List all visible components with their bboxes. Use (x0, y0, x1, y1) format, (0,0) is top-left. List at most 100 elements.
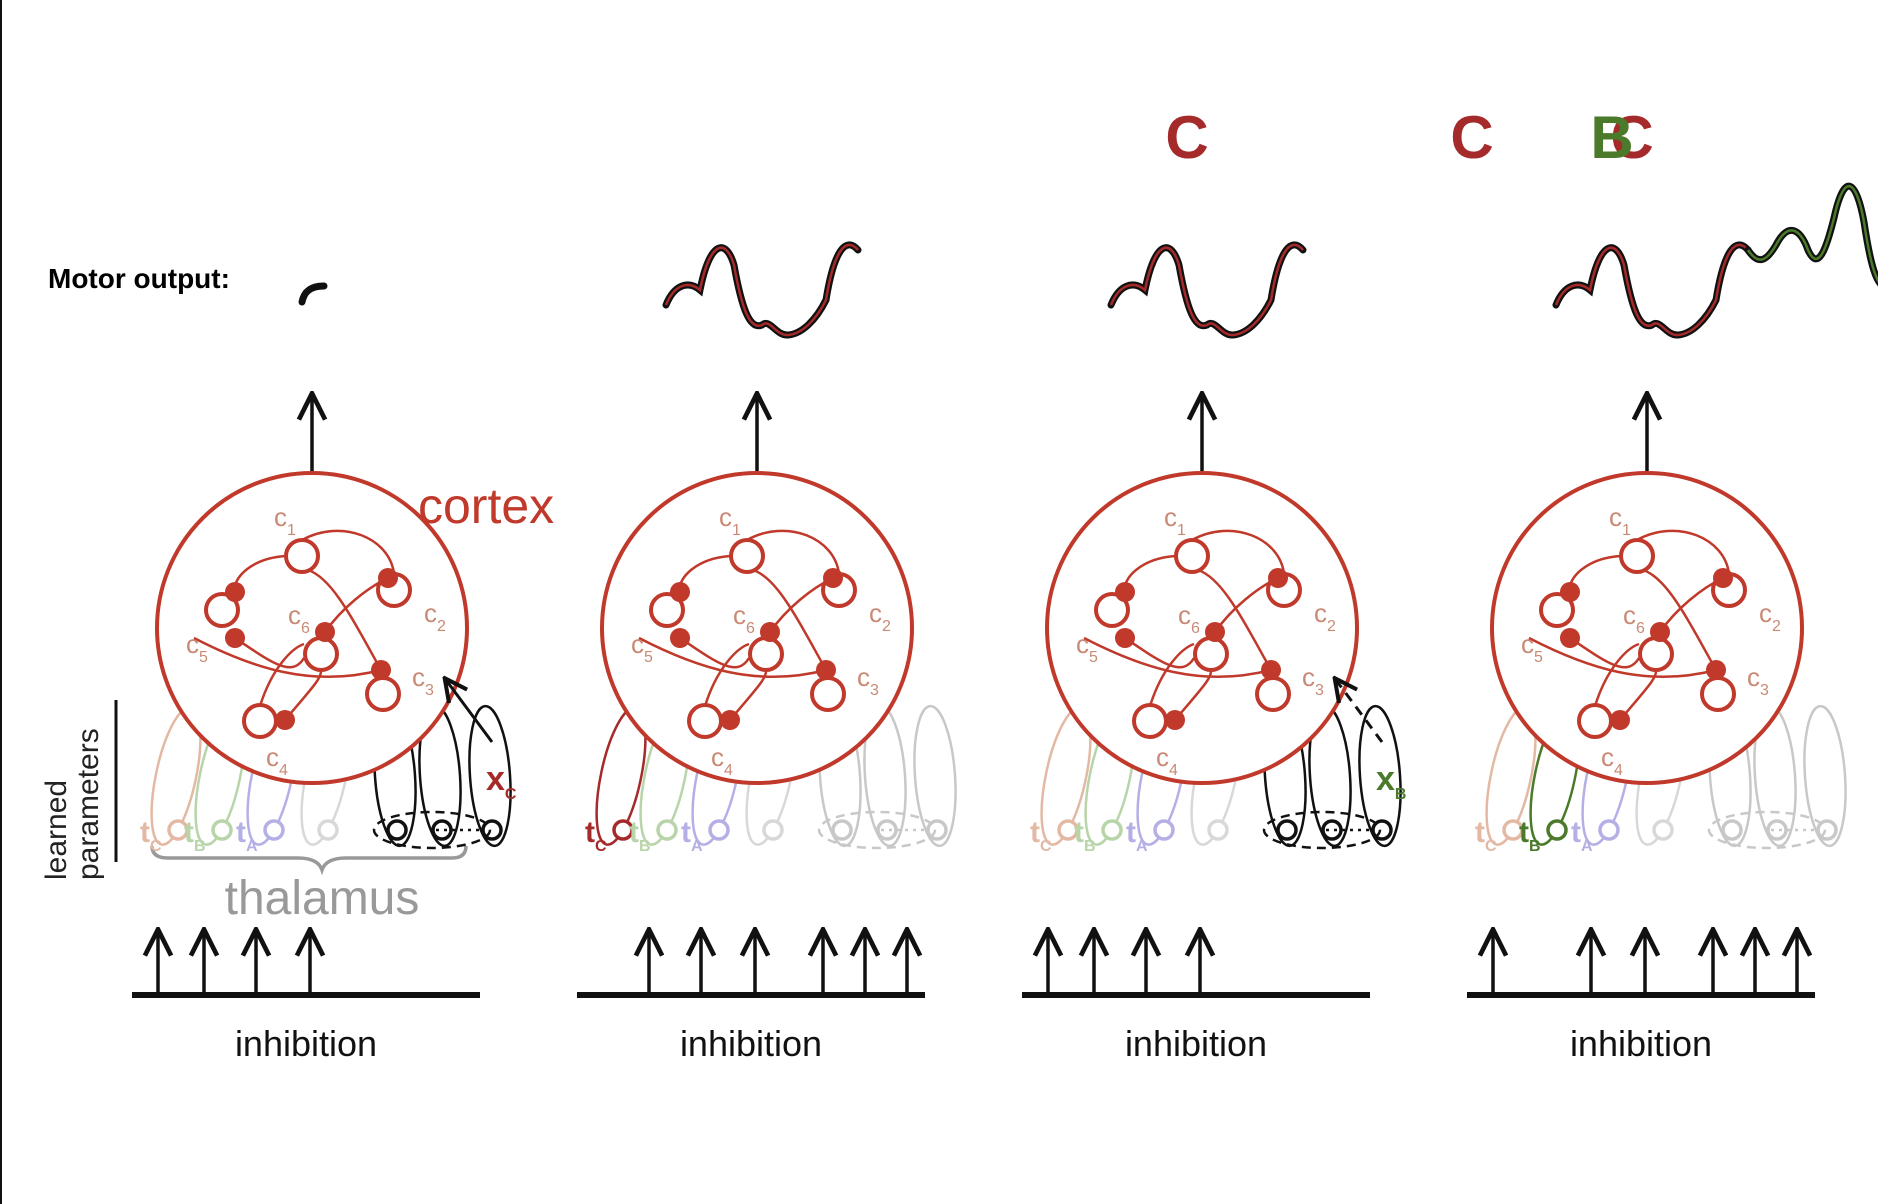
thalamic-unit (1652, 819, 1674, 841)
thalamic-units: tC tB tA (1030, 810, 1393, 855)
thalamic-loop (1358, 704, 1402, 848)
motor-trace-phrase-c (1109, 243, 1304, 337)
thalamic-unit-label: tB (1519, 816, 1541, 855)
thalamic-unit (1153, 819, 1175, 841)
motor-trace-outline (1552, 241, 1752, 339)
cortex-neuron (810, 676, 846, 712)
cortex-neuron (1255, 676, 1291, 712)
cortex: c1 c2 c3 c4 c5 c6 (1045, 471, 1359, 785)
cortex-connection (1636, 529, 1731, 575)
cortex-neuron (1132, 703, 1168, 739)
thalamic-unit (1546, 819, 1568, 841)
external-input: xC (446, 680, 517, 803)
cortex-connection (1148, 642, 1195, 707)
cortex-neuron-label: c6 (288, 600, 310, 637)
thalamic-unit (1721, 819, 1743, 841)
synapse (1610, 710, 1630, 730)
phrase-label: C (1450, 104, 1493, 171)
synapse (225, 628, 245, 648)
thalamus-brace-group: thalamus (150, 845, 468, 925)
cortex-neuron (204, 592, 240, 628)
synapse (670, 628, 690, 648)
dashed-group-ellipse (1707, 810, 1827, 850)
dashed-group-ellipse (372, 810, 492, 850)
thalamic-unit (1598, 819, 1620, 841)
thalamic-unit (708, 819, 730, 841)
cortex-neuron-label: c2 (424, 598, 446, 635)
motor-trace (1552, 182, 1878, 339)
cortex-connection (1197, 568, 1273, 671)
motor-trace (662, 241, 862, 339)
cortex-neuron-label: c2 (869, 598, 891, 635)
thalamic-unit-label: tA (236, 816, 258, 855)
cortex-neuron-label: c1 (719, 502, 741, 539)
cortex-connection (307, 568, 383, 671)
thalamic-unit-label: tA (1571, 816, 1593, 855)
cortex-neuron-label: c4 (1156, 742, 1178, 779)
motor-trace-outline (1107, 241, 1307, 339)
synapse (275, 710, 295, 730)
cortex-neuron-label: c1 (1164, 502, 1186, 539)
cortex-neuron (1193, 636, 1229, 672)
thalamic-unit (431, 819, 453, 841)
thalamic-loop (1803, 704, 1847, 848)
cortex-neuron-label: c6 (733, 600, 755, 637)
thalamic-unit (386, 819, 408, 841)
thalamic-unit-label: tB (629, 816, 651, 855)
cortex: c1 c2 c3 c4 c5 c6 (600, 471, 914, 785)
cortex-connection (1619, 669, 1658, 721)
panel-3: Cc1 c2 c3 c4 c5 c6 tC tB tA xB inhibition (1022, 104, 1654, 1064)
cortex-neuron (1094, 592, 1130, 628)
cortex-connection (746, 529, 841, 575)
cortex-neuron-label: c5 (1521, 629, 1543, 666)
thalamic-unit-label: tB (1074, 816, 1096, 855)
synapse (225, 582, 245, 602)
synapse (1268, 568, 1288, 588)
thalamic-unit-label: tA (1126, 816, 1148, 855)
thalamic-loop (913, 704, 957, 848)
thalamic-units: tC tB tA (585, 810, 948, 855)
thalamus-brace (150, 845, 468, 876)
synapse (823, 568, 843, 588)
panel-2: Cc1 c2 c3 c4 c5 c6 tC tB tA inhibition (577, 104, 1209, 1064)
cortex-connection (1593, 642, 1640, 707)
synapse (1560, 582, 1580, 602)
thalamic-unit-label: tC (1030, 816, 1052, 855)
cortex-connection (284, 669, 323, 721)
thalamic-units: tC tB tA (140, 810, 503, 855)
motor-trace (298, 282, 328, 306)
synapse (670, 582, 690, 602)
synapse (760, 622, 780, 642)
inhibition: inhibition (577, 932, 925, 1064)
dashed-group-ellipse (817, 810, 937, 850)
cortex-neuron-label: c3 (1747, 662, 1769, 699)
thalamic-unit (263, 819, 285, 841)
thalamic-unit-label: tC (1475, 816, 1497, 855)
synapse (1205, 622, 1225, 642)
cortex-neuron (1577, 703, 1613, 739)
thalamic-unit-label: tA (681, 816, 703, 855)
cortex-neuron (1539, 592, 1575, 628)
frame-edge (0, 0, 2, 1204)
synapse (1650, 622, 1670, 642)
cortex-connection (1191, 529, 1286, 575)
cortex-neuron-label: c3 (1302, 662, 1324, 699)
cortex-neuron (284, 538, 320, 574)
thalamic-unit-label: tC (585, 816, 607, 855)
thalamic-unit (211, 819, 233, 841)
cortex-neuron-label: c5 (1076, 629, 1098, 666)
phrase-label: C (1165, 104, 1208, 171)
synapse (1706, 660, 1726, 680)
cortex-connection (729, 669, 768, 721)
thalamic-unit (1766, 819, 1788, 841)
thalamic-unit (1276, 819, 1298, 841)
panel-1: c1 c2 c3 c4 c5 c6 cortex tC tB tA xC inhibition (132, 282, 554, 1064)
learned-parameters-label-line2: parameters (72, 728, 105, 880)
cortex-connection (258, 642, 305, 707)
thalamic-unit (876, 819, 898, 841)
external-input-arrow (446, 680, 494, 743)
synapse (816, 660, 836, 680)
motor-trace (1107, 241, 1307, 339)
